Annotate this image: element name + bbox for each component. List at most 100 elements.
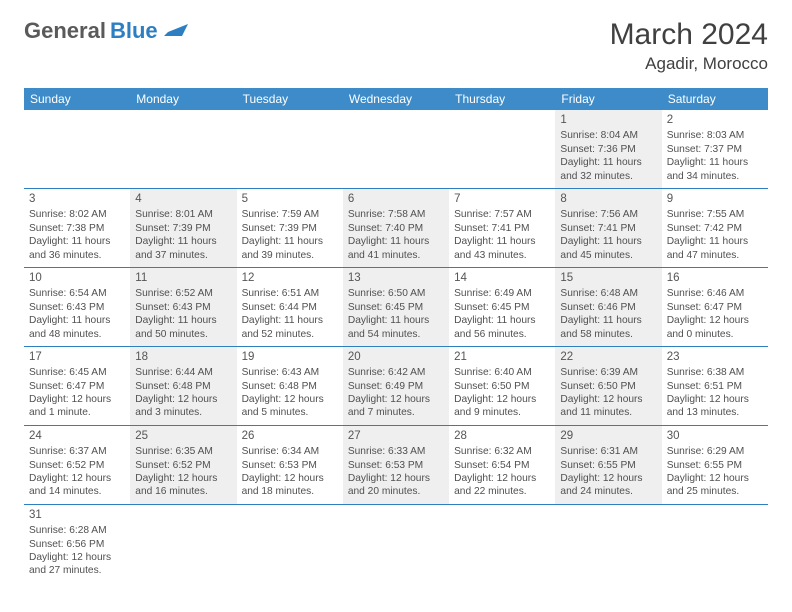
dh-mon: Monday — [130, 88, 236, 110]
calendar-cell — [662, 504, 768, 582]
dh-wed: Wednesday — [343, 88, 449, 110]
calendar-table: Sunday Monday Tuesday Wednesday Thursday… — [24, 88, 768, 583]
logo-word-1: General — [24, 18, 106, 44]
day-details: Sunrise: 6:29 AMSunset: 6:55 PMDaylight:… — [667, 445, 763, 499]
day-number: 27 — [348, 429, 444, 444]
calendar-cell: 20Sunrise: 6:42 AMSunset: 6:49 PMDayligh… — [343, 346, 449, 425]
calendar-cell: 27Sunrise: 6:33 AMSunset: 6:53 PMDayligh… — [343, 425, 449, 504]
day-details: Sunrise: 6:39 AMSunset: 6:50 PMDaylight:… — [560, 366, 656, 420]
calendar-cell: 23Sunrise: 6:38 AMSunset: 6:51 PMDayligh… — [662, 346, 768, 425]
calendar-cell: 9Sunrise: 7:55 AMSunset: 7:42 PMDaylight… — [662, 188, 768, 267]
calendar-cell: 19Sunrise: 6:43 AMSunset: 6:48 PMDayligh… — [237, 346, 343, 425]
calendar-week: 17Sunrise: 6:45 AMSunset: 6:47 PMDayligh… — [24, 346, 768, 425]
calendar-week: 10Sunrise: 6:54 AMSunset: 6:43 PMDayligh… — [24, 267, 768, 346]
day-details: Sunrise: 7:57 AMSunset: 7:41 PMDaylight:… — [454, 208, 550, 262]
day-number: 2 — [667, 113, 763, 128]
calendar-cell: 6Sunrise: 7:58 AMSunset: 7:40 PMDaylight… — [343, 188, 449, 267]
day-details: Sunrise: 6:38 AMSunset: 6:51 PMDaylight:… — [667, 366, 763, 420]
title-block: March 2024 Agadir, Morocco — [610, 18, 768, 74]
day-number: 1 — [560, 113, 656, 128]
day-details: Sunrise: 8:04 AMSunset: 7:36 PMDaylight:… — [560, 129, 656, 183]
calendar-cell: 26Sunrise: 6:34 AMSunset: 6:53 PMDayligh… — [237, 425, 343, 504]
dh-fri: Friday — [555, 88, 661, 110]
calendar-cell — [130, 504, 236, 582]
day-number: 31 — [29, 508, 125, 523]
day-number: 25 — [135, 429, 231, 444]
day-details: Sunrise: 6:48 AMSunset: 6:46 PMDaylight:… — [560, 287, 656, 341]
day-number: 28 — [454, 429, 550, 444]
day-details: Sunrise: 6:45 AMSunset: 6:47 PMDaylight:… — [29, 366, 125, 420]
calendar-cell — [449, 504, 555, 582]
day-number: 11 — [135, 271, 231, 286]
day-details: Sunrise: 6:37 AMSunset: 6:52 PMDaylight:… — [29, 445, 125, 499]
day-details: Sunrise: 7:58 AMSunset: 7:40 PMDaylight:… — [348, 208, 444, 262]
day-details: Sunrise: 6:52 AMSunset: 6:43 PMDaylight:… — [135, 287, 231, 341]
calendar-cell: 24Sunrise: 6:37 AMSunset: 6:52 PMDayligh… — [24, 425, 130, 504]
day-number: 3 — [29, 192, 125, 207]
day-number: 19 — [242, 350, 338, 365]
calendar-cell: 14Sunrise: 6:49 AMSunset: 6:45 PMDayligh… — [449, 267, 555, 346]
day-header-row: Sunday Monday Tuesday Wednesday Thursday… — [24, 88, 768, 110]
dh-tue: Tuesday — [237, 88, 343, 110]
day-details: Sunrise: 6:42 AMSunset: 6:49 PMDaylight:… — [348, 366, 444, 420]
day-number: 16 — [667, 271, 763, 286]
day-number: 13 — [348, 271, 444, 286]
calendar-cell: 5Sunrise: 7:59 AMSunset: 7:39 PMDaylight… — [237, 188, 343, 267]
calendar-week: 3Sunrise: 8:02 AMSunset: 7:38 PMDaylight… — [24, 188, 768, 267]
day-number: 6 — [348, 192, 444, 207]
calendar-cell — [24, 110, 130, 188]
calendar-cell: 25Sunrise: 6:35 AMSunset: 6:52 PMDayligh… — [130, 425, 236, 504]
dh-thu: Thursday — [449, 88, 555, 110]
calendar-cell: 16Sunrise: 6:46 AMSunset: 6:47 PMDayligh… — [662, 267, 768, 346]
logo: GeneralBlue — [24, 18, 188, 44]
calendar-cell — [343, 504, 449, 582]
calendar-cell: 13Sunrise: 6:50 AMSunset: 6:45 PMDayligh… — [343, 267, 449, 346]
day-details: Sunrise: 6:49 AMSunset: 6:45 PMDaylight:… — [454, 287, 550, 341]
calendar-cell — [237, 110, 343, 188]
calendar-week: 31Sunrise: 6:28 AMSunset: 6:56 PMDayligh… — [24, 504, 768, 582]
day-number: 22 — [560, 350, 656, 365]
calendar-cell — [343, 110, 449, 188]
day-details: Sunrise: 7:59 AMSunset: 7:39 PMDaylight:… — [242, 208, 338, 262]
day-details: Sunrise: 6:31 AMSunset: 6:55 PMDaylight:… — [560, 445, 656, 499]
day-details: Sunrise: 6:40 AMSunset: 6:50 PMDaylight:… — [454, 366, 550, 420]
calendar-cell: 15Sunrise: 6:48 AMSunset: 6:46 PMDayligh… — [555, 267, 661, 346]
calendar-cell: 18Sunrise: 6:44 AMSunset: 6:48 PMDayligh… — [130, 346, 236, 425]
day-number: 4 — [135, 192, 231, 207]
day-details: Sunrise: 6:35 AMSunset: 6:52 PMDaylight:… — [135, 445, 231, 499]
day-number: 15 — [560, 271, 656, 286]
day-details: Sunrise: 6:44 AMSunset: 6:48 PMDaylight:… — [135, 366, 231, 420]
day-details: Sunrise: 7:55 AMSunset: 7:42 PMDaylight:… — [667, 208, 763, 262]
day-details: Sunrise: 6:46 AMSunset: 6:47 PMDaylight:… — [667, 287, 763, 341]
calendar-cell: 1Sunrise: 8:04 AMSunset: 7:36 PMDaylight… — [555, 110, 661, 188]
day-number: 5 — [242, 192, 338, 207]
day-number: 20 — [348, 350, 444, 365]
calendar-cell: 8Sunrise: 7:56 AMSunset: 7:41 PMDaylight… — [555, 188, 661, 267]
calendar-cell — [237, 504, 343, 582]
location: Agadir, Morocco — [610, 54, 768, 74]
day-details: Sunrise: 6:50 AMSunset: 6:45 PMDaylight:… — [348, 287, 444, 341]
calendar-cell — [449, 110, 555, 188]
calendar-cell: 21Sunrise: 6:40 AMSunset: 6:50 PMDayligh… — [449, 346, 555, 425]
calendar-cell — [130, 110, 236, 188]
calendar-cell — [555, 504, 661, 582]
day-number: 17 — [29, 350, 125, 365]
day-number: 14 — [454, 271, 550, 286]
dh-sun: Sunday — [24, 88, 130, 110]
day-details: Sunrise: 6:54 AMSunset: 6:43 PMDaylight:… — [29, 287, 125, 341]
calendar-week: 24Sunrise: 6:37 AMSunset: 6:52 PMDayligh… — [24, 425, 768, 504]
calendar-cell: 3Sunrise: 8:02 AMSunset: 7:38 PMDaylight… — [24, 188, 130, 267]
day-number: 26 — [242, 429, 338, 444]
calendar-cell: 12Sunrise: 6:51 AMSunset: 6:44 PMDayligh… — [237, 267, 343, 346]
flag-icon — [164, 22, 188, 41]
day-details: Sunrise: 8:03 AMSunset: 7:37 PMDaylight:… — [667, 129, 763, 183]
calendar-cell: 29Sunrise: 6:31 AMSunset: 6:55 PMDayligh… — [555, 425, 661, 504]
header: GeneralBlue March 2024 Agadir, Morocco — [24, 18, 768, 74]
calendar-cell: 22Sunrise: 6:39 AMSunset: 6:50 PMDayligh… — [555, 346, 661, 425]
day-details: Sunrise: 8:02 AMSunset: 7:38 PMDaylight:… — [29, 208, 125, 262]
day-number: 23 — [667, 350, 763, 365]
day-details: Sunrise: 6:28 AMSunset: 6:56 PMDaylight:… — [29, 524, 125, 578]
calendar-cell: 11Sunrise: 6:52 AMSunset: 6:43 PMDayligh… — [130, 267, 236, 346]
calendar-cell: 30Sunrise: 6:29 AMSunset: 6:55 PMDayligh… — [662, 425, 768, 504]
page-title: March 2024 — [610, 18, 768, 52]
